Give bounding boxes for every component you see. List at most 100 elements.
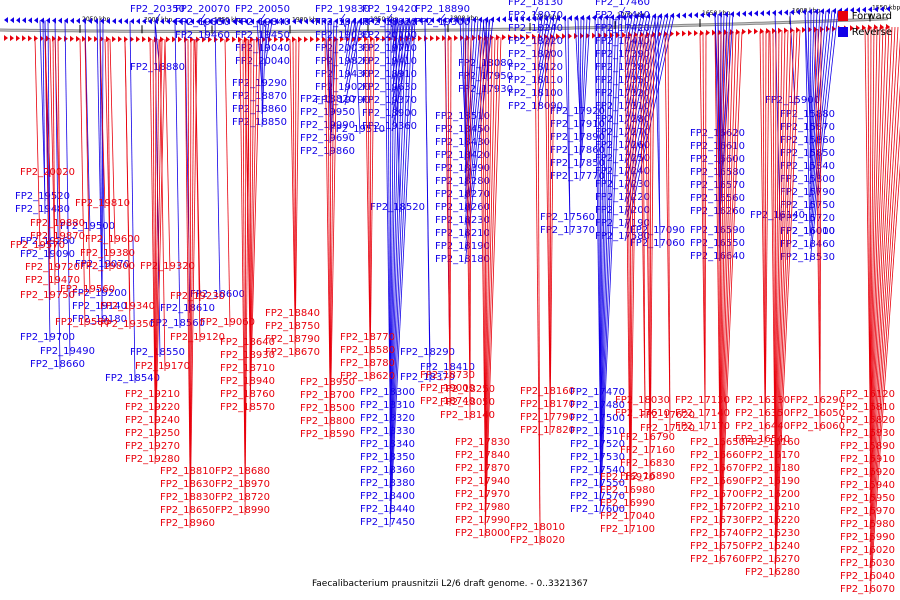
forward-gene-arrow bbox=[712, 29, 716, 36]
fwd-gene-label: FP2_18000 bbox=[455, 528, 510, 539]
rev-connector bbox=[154, 21, 161, 73]
fwd-connector bbox=[774, 30, 786, 513]
forward-gene-arrow bbox=[658, 31, 662, 38]
forward-gene-arrow bbox=[16, 35, 20, 42]
legend-forward: Forward bbox=[837, 8, 892, 24]
rev-gene-label: FP2_17380 bbox=[595, 62, 650, 73]
rev-connector bbox=[344, 21, 347, 41]
fwd-connector bbox=[869, 27, 878, 452]
rev-gene-label: FP2_19300 bbox=[415, 17, 470, 28]
rev-gene-label: FP2_18920 bbox=[362, 17, 417, 28]
rev-gene-label: FP2_18890 bbox=[415, 4, 470, 15]
fwd-gene-label: FP2_19060 bbox=[200, 317, 255, 328]
rev-gene-label: FP2_16560 bbox=[690, 193, 745, 204]
forward-gene-arrow bbox=[502, 34, 506, 41]
rev-gene-label: FP2_17770 bbox=[550, 171, 605, 182]
fwd-connector bbox=[484, 37, 499, 526]
fwd-gene-label: FP2_18670 bbox=[265, 347, 320, 358]
fwd-connector bbox=[249, 39, 252, 374]
fwd-gene-label: FP2_16160 bbox=[745, 437, 800, 448]
fwd-gene-label: FP2_18970 bbox=[215, 479, 270, 490]
rev-connector bbox=[537, 18, 555, 99]
reverse-gene-arrow bbox=[658, 13, 662, 20]
legend-forward-label: Forward bbox=[851, 10, 892, 22]
forward-gene-arrow bbox=[226, 36, 230, 43]
reverse-gene-arrow bbox=[856, 6, 860, 13]
rev-connector bbox=[624, 16, 630, 47]
reverse-gene-arrow bbox=[628, 13, 632, 20]
fwd-connector bbox=[244, 39, 247, 503]
reverse-gene-arrow bbox=[142, 18, 146, 25]
reverse-gene-arrow bbox=[244, 18, 248, 25]
fwd-gene-label: FP2_19380 bbox=[80, 248, 135, 259]
reverse-gene-arrow bbox=[778, 9, 782, 16]
rev-connector bbox=[154, 13, 161, 22]
rev-connector bbox=[344, 21, 350, 54]
rev-gene-label: FP2_20030 bbox=[315, 43, 370, 54]
fwd-gene-label: FP2_16070 bbox=[840, 584, 895, 595]
rev-gene-label: FP2_18080 bbox=[458, 58, 513, 69]
fwd-connector bbox=[644, 34, 651, 443]
rev-gene-label: FP2_18450 bbox=[435, 124, 490, 135]
fwd-connector bbox=[714, 32, 721, 448]
rev-gene-label: FP2_17450 bbox=[360, 517, 415, 528]
forward-gene-arrow bbox=[208, 36, 212, 43]
rev-gene-label: FP2_18860 bbox=[232, 104, 287, 115]
fwd-connector bbox=[759, 31, 766, 406]
fwd-gene-label: FP2_19880 bbox=[30, 218, 85, 229]
forward-swatch bbox=[837, 11, 848, 21]
rev-gene-label: FP2_18360 bbox=[360, 465, 415, 476]
rev-connector bbox=[464, 19, 485, 226]
rev-connector bbox=[809, 11, 815, 159]
rev-connector bbox=[597, 17, 601, 411]
fwd-gene-label: FP2_16350 bbox=[735, 408, 790, 419]
reverse-gene-arrow bbox=[376, 17, 380, 24]
reverse-gene-arrow bbox=[496, 16, 500, 23]
fwd-gene-label: FP2_15990 bbox=[840, 532, 895, 543]
rev-gene-label: FP2_18210 bbox=[435, 228, 490, 239]
forward-gene-arrow bbox=[802, 26, 806, 33]
fwd-gene-label: FP2_18500 bbox=[300, 403, 355, 414]
forward-gene-arrow bbox=[388, 35, 392, 42]
reverse-gene-arrow bbox=[520, 15, 524, 22]
fwd-gene-label: FP2_17160 bbox=[620, 445, 675, 456]
fwd-connector bbox=[717, 32, 721, 461]
fwd-gene-label: FP2_19270 bbox=[125, 441, 180, 452]
reverse-gene-arrow bbox=[190, 18, 194, 25]
rev-connector bbox=[537, 18, 540, 34]
fwd-gene-label: FP2_19570 bbox=[10, 240, 65, 251]
fwd-connector bbox=[484, 37, 496, 513]
fwd-gene-label: FP2_15830 bbox=[840, 428, 895, 439]
rev-gene-label: FP2_19480 bbox=[15, 204, 70, 215]
rev-gene-label: FP2_19950 bbox=[300, 107, 355, 118]
reverse-gene-arrow bbox=[424, 17, 428, 24]
forward-gene-arrow bbox=[172, 36, 176, 43]
fwd-connector bbox=[702, 32, 706, 419]
rev-gene-label: FP2_18070 bbox=[508, 10, 563, 21]
rev-gene-label: FP2_18240 bbox=[508, 23, 563, 34]
fwd-connector bbox=[464, 37, 471, 395]
rev-gene-label: FP2_18870 bbox=[232, 91, 287, 102]
fwd-connector bbox=[189, 39, 198, 529]
legend: Forward Reverse bbox=[837, 8, 892, 40]
rev-gene-label: FP2_16010 bbox=[780, 226, 835, 237]
reverse-gene-arrow bbox=[730, 11, 734, 18]
forward-gene-arrow bbox=[622, 31, 626, 38]
fwd-gene-label: FP2_18720 bbox=[215, 492, 270, 503]
fwd-gene-label: FP2_18950 bbox=[300, 377, 355, 388]
rev-gene-label: FP2_18600 bbox=[190, 289, 245, 300]
reverse-gene-arrow bbox=[268, 18, 272, 25]
rev-gene-label: FP2_18440 bbox=[360, 504, 415, 515]
forward-gene-arrow bbox=[826, 26, 830, 33]
fwd-gene-label: FP2_16220 bbox=[745, 515, 800, 526]
forward-gene-arrow bbox=[286, 36, 290, 43]
reverse-gene-arrow bbox=[820, 8, 824, 15]
rev-gene-label: FP2_17910 bbox=[550, 119, 605, 130]
rev-gene-label: FP2_17060 bbox=[630, 238, 685, 249]
rev-connector bbox=[809, 10, 830, 224]
fwd-gene-label: FP2_16690 bbox=[690, 476, 745, 487]
rev-connector bbox=[174, 21, 181, 329]
fwd-gene-label: FP2_19120 bbox=[170, 332, 225, 343]
reverse-gene-arrow bbox=[70, 17, 74, 24]
forward-gene-arrow bbox=[382, 35, 386, 42]
